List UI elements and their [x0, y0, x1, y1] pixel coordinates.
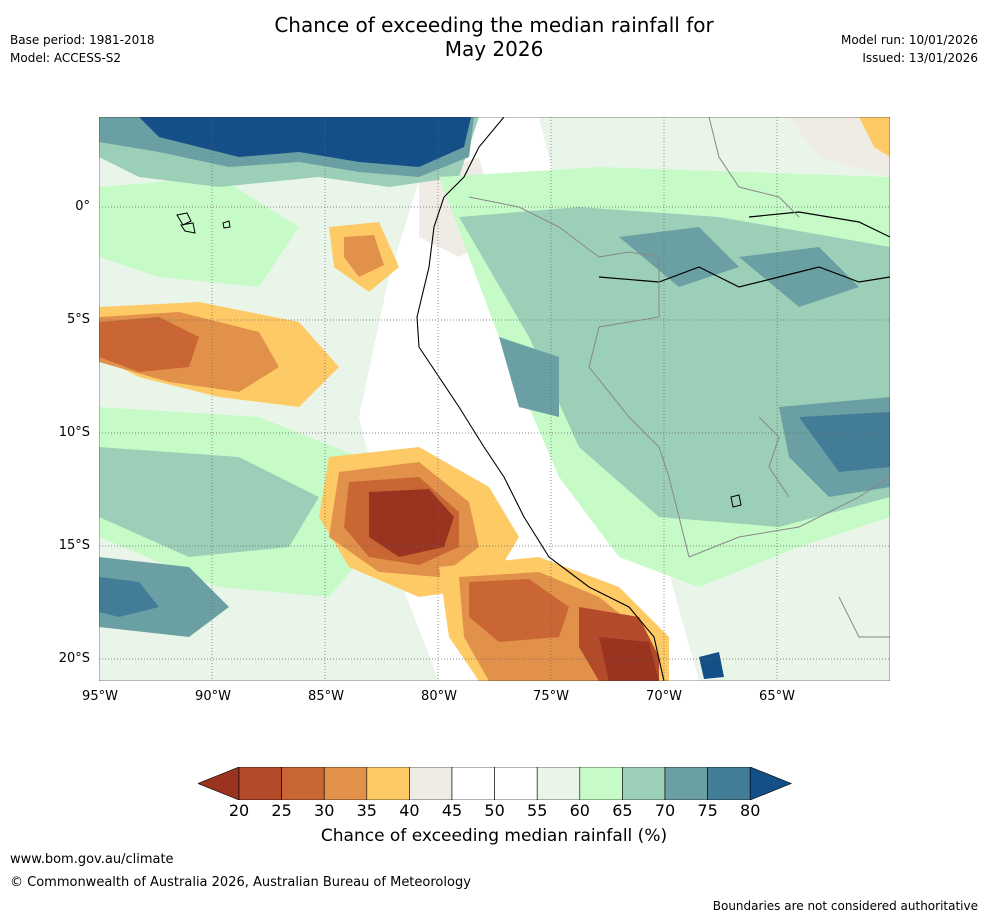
colorbar-swatch-50-55 [494, 766, 538, 801]
lat-label-10s: 10°S [58, 425, 90, 440]
colorbar-swatch-65-70 [622, 766, 666, 801]
lon-label-65w: 65°W [759, 689, 795, 704]
amazon-river [598, 266, 890, 288]
meta-right: Model run: 10/01/2026 Issued: 13/01/2026 [841, 31, 978, 67]
lat-label-0: 0° [75, 199, 90, 214]
colorbar-swatch-35-40 [366, 766, 410, 801]
colorbar-swatch-70-75 [664, 766, 708, 801]
country-borders [468, 117, 890, 638]
footer-disclaimer: Boundaries are not considered authoritat… [712, 899, 978, 913]
colorbar-tick-30: 30 [314, 801, 335, 820]
title-line-1: Chance of exceeding the median rainfall … [274, 13, 714, 37]
colorbar-tick-60: 60 [569, 801, 590, 820]
base-period: Base period: 1981-2018 [10, 33, 155, 47]
map-panel [99, 117, 890, 681]
lon-label-85w: 85°W [308, 689, 344, 704]
colorbar-svg [197, 766, 793, 801]
colorbar-arrow-high [749, 766, 793, 801]
lat-label-15s: 15°S [58, 538, 90, 553]
colorbar-swatch-55-60 [536, 766, 581, 801]
colorbar-swatch-60-65 [579, 766, 623, 801]
colorbar-swatch-30-35 [323, 766, 368, 801]
colorbar-tick-65: 65 [612, 801, 633, 820]
lon-label-70w: 70°W [646, 689, 682, 704]
model-name: Model: ACCESS-S2 [10, 51, 122, 65]
coastline [416, 117, 665, 681]
galapagos-islands [176, 212, 231, 234]
colorbar-tick-40: 40 [399, 801, 420, 820]
contour-fills [99, 117, 890, 681]
colorbar-swatch-40-45 [409, 766, 453, 801]
colorbar-swatch-25-30 [281, 766, 325, 801]
colorbar-tick-70: 70 [654, 801, 676, 820]
meta-left: Base period: 1981-2018 Model: ACCESS-S2 [10, 31, 155, 67]
colorbar-swatch-75-80 [707, 766, 751, 801]
model-run: Model run: 10/01/2026 [840, 33, 978, 47]
colorbar-tick-80: 80 [740, 801, 761, 820]
footer-copyright: © Commonwealth of Australia 2026, Austra… [10, 875, 471, 890]
colorbar-tick-55: 55 [527, 801, 548, 820]
amazon-river-upper [748, 211, 890, 238]
lon-label-90w: 90°W [195, 689, 231, 704]
colorbar-tick-35: 35 [356, 801, 377, 820]
map-title: Chance of exceeding the median rainfall … [0, 13, 988, 61]
footer-url[interactable]: www.bom.gov.au/climate [10, 852, 174, 867]
lake-titicaca [730, 494, 742, 508]
colorbar [197, 766, 793, 801]
rainfall-map [99, 117, 890, 681]
lon-label-95w: 95°W [82, 689, 118, 704]
graticule [99, 117, 890, 681]
colorbar-swatch-20-25 [238, 766, 282, 801]
colorbar-tick-20: 20 [228, 801, 250, 820]
colorbar-tick-50: 50 [484, 801, 505, 820]
title-line-2: May 2026 [444, 37, 544, 61]
issued-date: Issued: 13/01/2026 [862, 51, 978, 65]
colorbar-title: Chance of exceeding median rainfall (%) [320, 826, 668, 846]
colorbar-tick-45: 45 [441, 801, 463, 820]
colorbar-swatch-45-50 [451, 766, 495, 801]
colorbar-tick-75: 75 [697, 801, 718, 820]
lon-label-80w: 80°W [421, 689, 457, 704]
lat-label-20s: 20°S [58, 651, 90, 666]
lon-label-75w: 75°W [533, 689, 569, 704]
lat-label-5s: 5°S [66, 312, 90, 327]
colorbar-tick-25: 25 [271, 801, 292, 820]
colorbar-arrow-low [197, 766, 240, 801]
